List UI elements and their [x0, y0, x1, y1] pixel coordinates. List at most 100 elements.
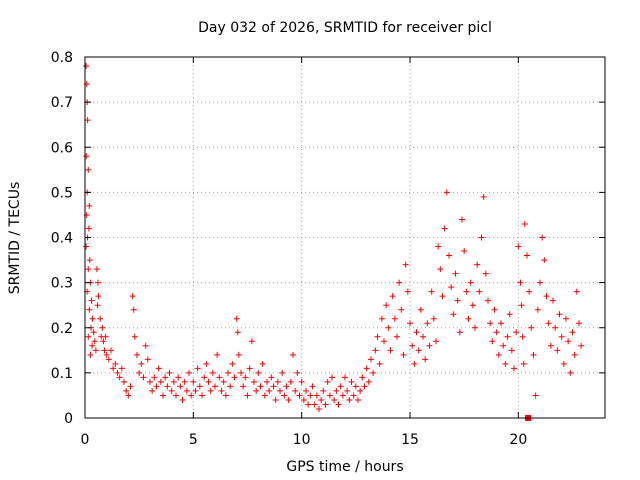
data-point: [157, 378, 164, 385]
data-point: [248, 338, 255, 345]
data-point: [155, 365, 162, 372]
data-point: [130, 306, 137, 313]
data-point: [149, 387, 156, 394]
data-point: [443, 189, 450, 196]
data-point: [205, 378, 212, 385]
data-point: [318, 396, 325, 403]
data-point: [550, 297, 556, 304]
y-tick-label: 0.2: [51, 321, 73, 337]
data-point: [502, 360, 509, 367]
data-point: [365, 378, 372, 385]
data-point: [344, 387, 351, 394]
x-tick-label: 5: [189, 432, 198, 448]
data-point: [164, 383, 171, 390]
data-point: [526, 288, 533, 295]
data-point: [537, 279, 543, 286]
data-point: [255, 369, 262, 376]
data-point: [201, 374, 208, 381]
data-point: [352, 383, 359, 390]
data-point: [567, 369, 574, 376]
data-point: [467, 279, 474, 286]
data-point: [93, 266, 100, 273]
data-point: [478, 234, 485, 241]
data-point: [368, 356, 374, 363]
data-point: [160, 392, 166, 399]
data-point: [359, 374, 366, 381]
data-point: [283, 383, 290, 390]
data-point: [235, 351, 242, 358]
data-point: [504, 333, 511, 340]
data-point: [554, 347, 561, 354]
data-point: [84, 117, 91, 124]
data-point: [552, 324, 559, 331]
data-point: [90, 329, 97, 336]
data-point: [515, 243, 522, 250]
data-point: [532, 392, 539, 399]
data-point: [92, 347, 99, 354]
data-point: [316, 405, 322, 412]
data-point: [485, 297, 491, 304]
data-point: [448, 284, 455, 291]
data-point: [86, 306, 93, 313]
data-point: [411, 360, 418, 367]
data-point: [253, 387, 260, 394]
data-point: [89, 315, 96, 322]
data-point: [261, 392, 268, 399]
data-point: [378, 315, 385, 322]
data-point: [131, 333, 138, 340]
data-point: [179, 396, 186, 403]
data-point: [513, 329, 520, 336]
data-point: [87, 351, 94, 358]
data-point: [99, 324, 106, 331]
data-point: [415, 347, 422, 354]
data-point: [424, 320, 431, 327]
data-point: [511, 365, 517, 372]
data-point: [257, 383, 264, 390]
data-point: [439, 293, 446, 300]
data-point: [103, 351, 110, 358]
data-point: [571, 351, 578, 358]
data-point: [560, 360, 567, 367]
data-point: [524, 252, 530, 259]
x-tick-label: 20: [509, 432, 527, 448]
data-point: [498, 320, 504, 327]
data-point: [242, 374, 249, 381]
data-point: [508, 347, 515, 354]
x-tick-label: 10: [293, 432, 311, 448]
data-point: [225, 369, 231, 376]
data-point: [244, 392, 251, 399]
data-point: [435, 243, 442, 250]
data-point: [495, 351, 502, 358]
data-point: [264, 378, 270, 385]
data-point: [361, 383, 368, 390]
data-point: [573, 288, 580, 295]
data-point: [506, 311, 513, 318]
data-point: [428, 288, 435, 295]
data-point: [190, 378, 197, 385]
data-point: [493, 329, 500, 336]
data-point: [454, 297, 461, 304]
data-point: [363, 365, 370, 372]
data-point: [277, 387, 283, 394]
data-point: [335, 401, 342, 408]
data-point: [476, 288, 483, 295]
data-point: [246, 365, 253, 372]
data-point: [259, 360, 266, 367]
data-point: [170, 378, 177, 385]
data-point: [105, 356, 112, 363]
data-point: [108, 347, 114, 354]
data-point: [233, 315, 240, 322]
data-point: [474, 261, 481, 268]
data-point: [229, 360, 236, 367]
data-point: [216, 374, 223, 381]
data-point: [118, 365, 125, 372]
data-point: [337, 383, 344, 390]
data-point: [94, 302, 101, 309]
data-point: [166, 369, 173, 376]
data-point: [441, 225, 448, 232]
y-tick-label: 0.4: [51, 231, 73, 247]
data-point: [294, 369, 301, 376]
data-point: [413, 329, 420, 336]
data-point: [83, 63, 90, 70]
